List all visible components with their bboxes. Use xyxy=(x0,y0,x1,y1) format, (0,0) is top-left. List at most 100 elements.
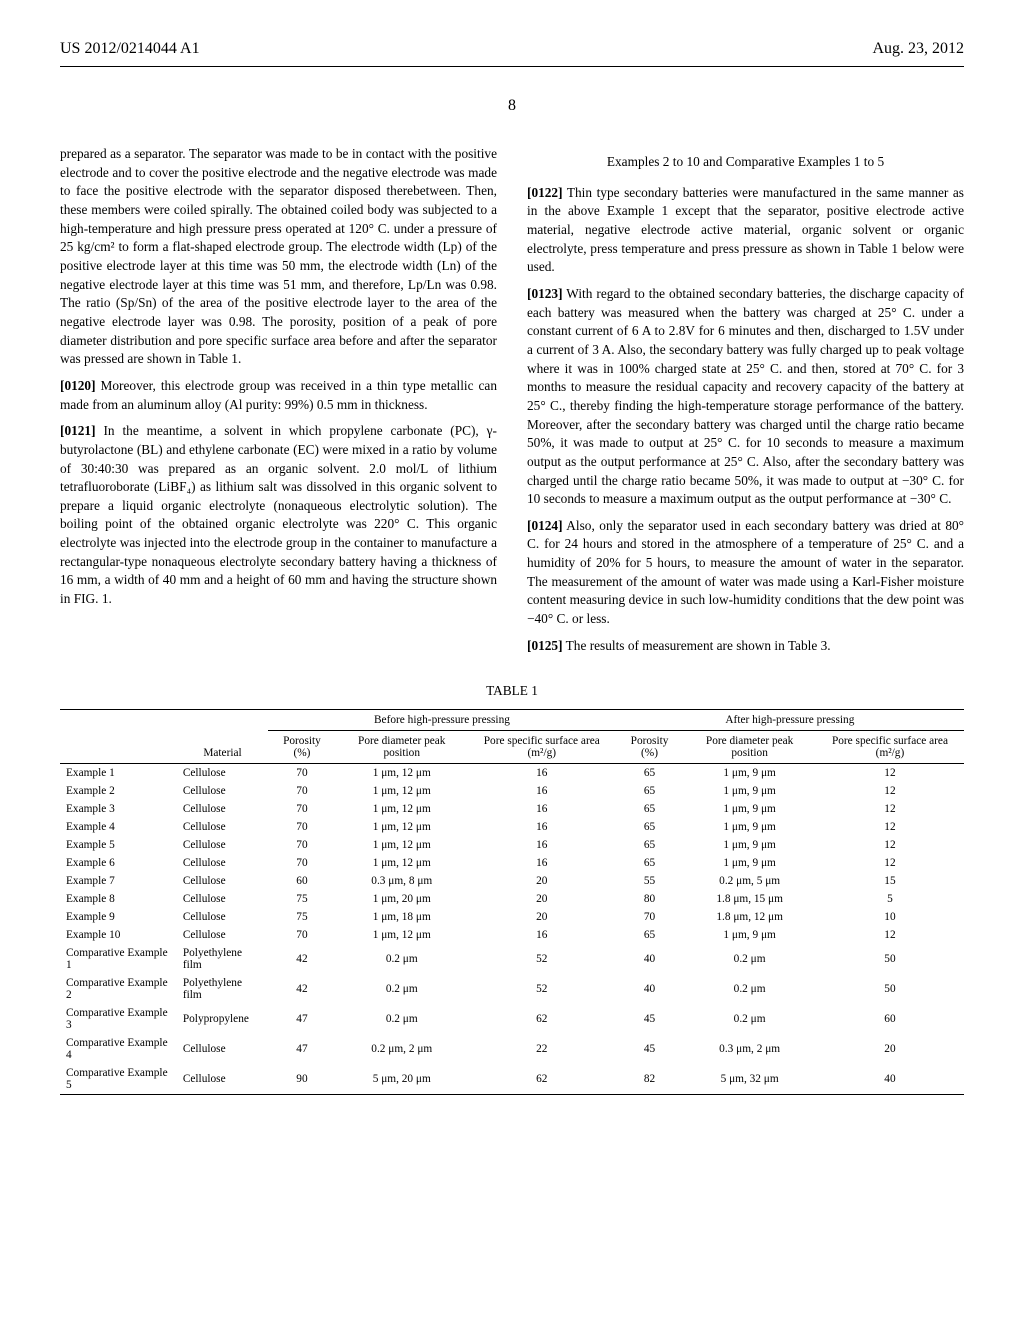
cell-porosity-after: 65 xyxy=(616,854,684,872)
cell-material: Polyethylene film xyxy=(177,944,268,974)
para-text-0120: Moreover, this electrode group was recei… xyxy=(60,378,497,412)
cell-material: Cellulose xyxy=(177,764,268,783)
cell-label: Example 10 xyxy=(60,926,177,944)
cell-material: Cellulose xyxy=(177,926,268,944)
group-header-before: Before high-pressure pressing xyxy=(268,710,616,731)
paragraph-0123: [0123] With regard to the obtained secon… xyxy=(527,285,964,509)
para-num-0121: [0121] xyxy=(60,423,96,438)
cell-label: Comparative Example 2 xyxy=(60,974,177,1004)
cell-label: Example 2 xyxy=(60,782,177,800)
cell-pore-diameter-before: 0.3 μm, 8 μm xyxy=(336,872,468,890)
cell-pore-diameter-after: 1 μm, 9 μm xyxy=(683,926,816,944)
cell-porosity-after: 40 xyxy=(616,944,684,974)
th-surface-area-before: Pore specific surface area (m²/g) xyxy=(468,731,616,764)
right-column: Examples 2 to 10 and Comparative Example… xyxy=(527,145,964,663)
cell-pore-diameter-before: 0.2 μm, 2 μm xyxy=(336,1034,468,1064)
table-row: Comparative Example 2Polyethylene film42… xyxy=(60,974,964,1004)
document-header: US 2012/0214044 A1 Aug. 23, 2012 xyxy=(60,40,964,58)
table-1: Before high-pressure pressing After high… xyxy=(60,709,964,1095)
cell-label: Comparative Example 4 xyxy=(60,1034,177,1064)
cell-surface-area-before: 52 xyxy=(468,944,616,974)
page-number: 8 xyxy=(60,97,964,115)
cell-label: Example 9 xyxy=(60,908,177,926)
cell-surface-area-before: 16 xyxy=(468,782,616,800)
para-text-0125: The results of measurement are shown in … xyxy=(566,638,831,653)
cell-porosity-after: 40 xyxy=(616,974,684,1004)
cell-porosity-before: 42 xyxy=(268,944,336,974)
th-pore-diameter-before: Pore diameter peak position xyxy=(336,731,468,764)
cell-material: Cellulose xyxy=(177,836,268,854)
para-num-0124: [0124] xyxy=(527,518,563,533)
cell-pore-diameter-after: 1.8 μm, 15 μm xyxy=(683,890,816,908)
cell-pore-diameter-before: 1 μm, 12 μm xyxy=(336,782,468,800)
cell-material: Cellulose xyxy=(177,1034,268,1064)
th-surface-area-after: Pore specific surface area (m²/g) xyxy=(816,731,964,764)
cell-pore-diameter-before: 5 μm, 20 μm xyxy=(336,1064,468,1095)
cell-surface-area-after: 5 xyxy=(816,890,964,908)
cell-label: Comparative Example 3 xyxy=(60,1004,177,1034)
publication-date: Aug. 23, 2012 xyxy=(872,40,964,58)
cell-pore-diameter-before: 0.2 μm xyxy=(336,1004,468,1034)
cell-surface-area-after: 12 xyxy=(816,818,964,836)
cell-pore-diameter-after: 1.8 μm, 12 μm xyxy=(683,908,816,926)
para-num-0120: [0120] xyxy=(60,378,96,393)
cell-porosity-before: 90 xyxy=(268,1064,336,1095)
cell-pore-diameter-after: 1 μm, 9 μm xyxy=(683,818,816,836)
cell-surface-area-after: 12 xyxy=(816,800,964,818)
cell-pore-diameter-before: 1 μm, 12 μm xyxy=(336,854,468,872)
cell-pore-diameter-after: 1 μm, 9 μm xyxy=(683,836,816,854)
cell-material: Cellulose xyxy=(177,818,268,836)
cell-pore-diameter-after: 0.2 μm xyxy=(683,944,816,974)
cell-label: Example 5 xyxy=(60,836,177,854)
th-pore-diameter-after: Pore diameter peak position xyxy=(683,731,816,764)
cell-surface-area-before: 16 xyxy=(468,764,616,783)
cell-pore-diameter-before: 1 μm, 12 μm xyxy=(336,800,468,818)
cell-pore-diameter-after: 0.2 μm, 5 μm xyxy=(683,872,816,890)
cell-porosity-after: 45 xyxy=(616,1034,684,1064)
cell-porosity-before: 70 xyxy=(268,854,336,872)
paragraph-0124: [0124] Also, only the separator used in … xyxy=(527,517,964,629)
cell-porosity-after: 65 xyxy=(616,926,684,944)
table-row: Example 5Cellulose701 μm, 12 μm16651 μm,… xyxy=(60,836,964,854)
examples-title: Examples 2 to 10 and Comparative Example… xyxy=(527,153,964,172)
cell-surface-area-after: 10 xyxy=(816,908,964,926)
th-porosity-before: Porosity (%) xyxy=(268,731,336,764)
cell-porosity-before: 70 xyxy=(268,782,336,800)
cell-porosity-after: 82 xyxy=(616,1064,684,1095)
cell-pore-diameter-after: 1 μm, 9 μm xyxy=(683,854,816,872)
cell-label: Example 3 xyxy=(60,800,177,818)
cell-surface-area-before: 16 xyxy=(468,800,616,818)
cell-pore-diameter-before: 0.2 μm xyxy=(336,974,468,1004)
cell-porosity-before: 75 xyxy=(268,908,336,926)
cell-porosity-before: 42 xyxy=(268,974,336,1004)
table-row: Example 4Cellulose701 μm, 12 μm16651 μm,… xyxy=(60,818,964,836)
cell-material: Cellulose xyxy=(177,782,268,800)
cell-porosity-after: 65 xyxy=(616,836,684,854)
cell-porosity-before: 47 xyxy=(268,1004,336,1034)
paragraph-0125: [0125] The results of measurement are sh… xyxy=(527,637,964,656)
cell-surface-area-before: 20 xyxy=(468,872,616,890)
body-columns: prepared as a separator. The separator w… xyxy=(60,145,964,663)
cell-surface-area-before: 16 xyxy=(468,926,616,944)
cell-surface-area-before: 20 xyxy=(468,890,616,908)
table-row: Comparative Example 4Cellulose470.2 μm, … xyxy=(60,1034,964,1064)
cell-material: Polyethylene film xyxy=(177,974,268,1004)
cell-label: Example 8 xyxy=(60,890,177,908)
cell-pore-diameter-before: 1 μm, 12 μm xyxy=(336,764,468,783)
cell-material: Cellulose xyxy=(177,854,268,872)
cell-porosity-before: 60 xyxy=(268,872,336,890)
cell-surface-area-after: 40 xyxy=(816,1064,964,1095)
cell-surface-area-before: 52 xyxy=(468,974,616,1004)
cell-surface-area-before: 16 xyxy=(468,854,616,872)
cell-surface-area-after: 15 xyxy=(816,872,964,890)
cell-material: Cellulose xyxy=(177,1064,268,1095)
cell-surface-area-after: 60 xyxy=(816,1004,964,1034)
cell-label: Example 6 xyxy=(60,854,177,872)
para-text-0124: Also, only the separator used in each se… xyxy=(527,518,964,626)
left-column: prepared as a separator. The separator w… xyxy=(60,145,497,663)
cell-surface-area-before: 62 xyxy=(468,1004,616,1034)
th-material: Material xyxy=(177,731,268,764)
table-row: Example 6Cellulose701 μm, 12 μm16651 μm,… xyxy=(60,854,964,872)
paragraph-0122: [0122] Thin type secondary batteries wer… xyxy=(527,184,964,277)
cell-porosity-before: 70 xyxy=(268,836,336,854)
